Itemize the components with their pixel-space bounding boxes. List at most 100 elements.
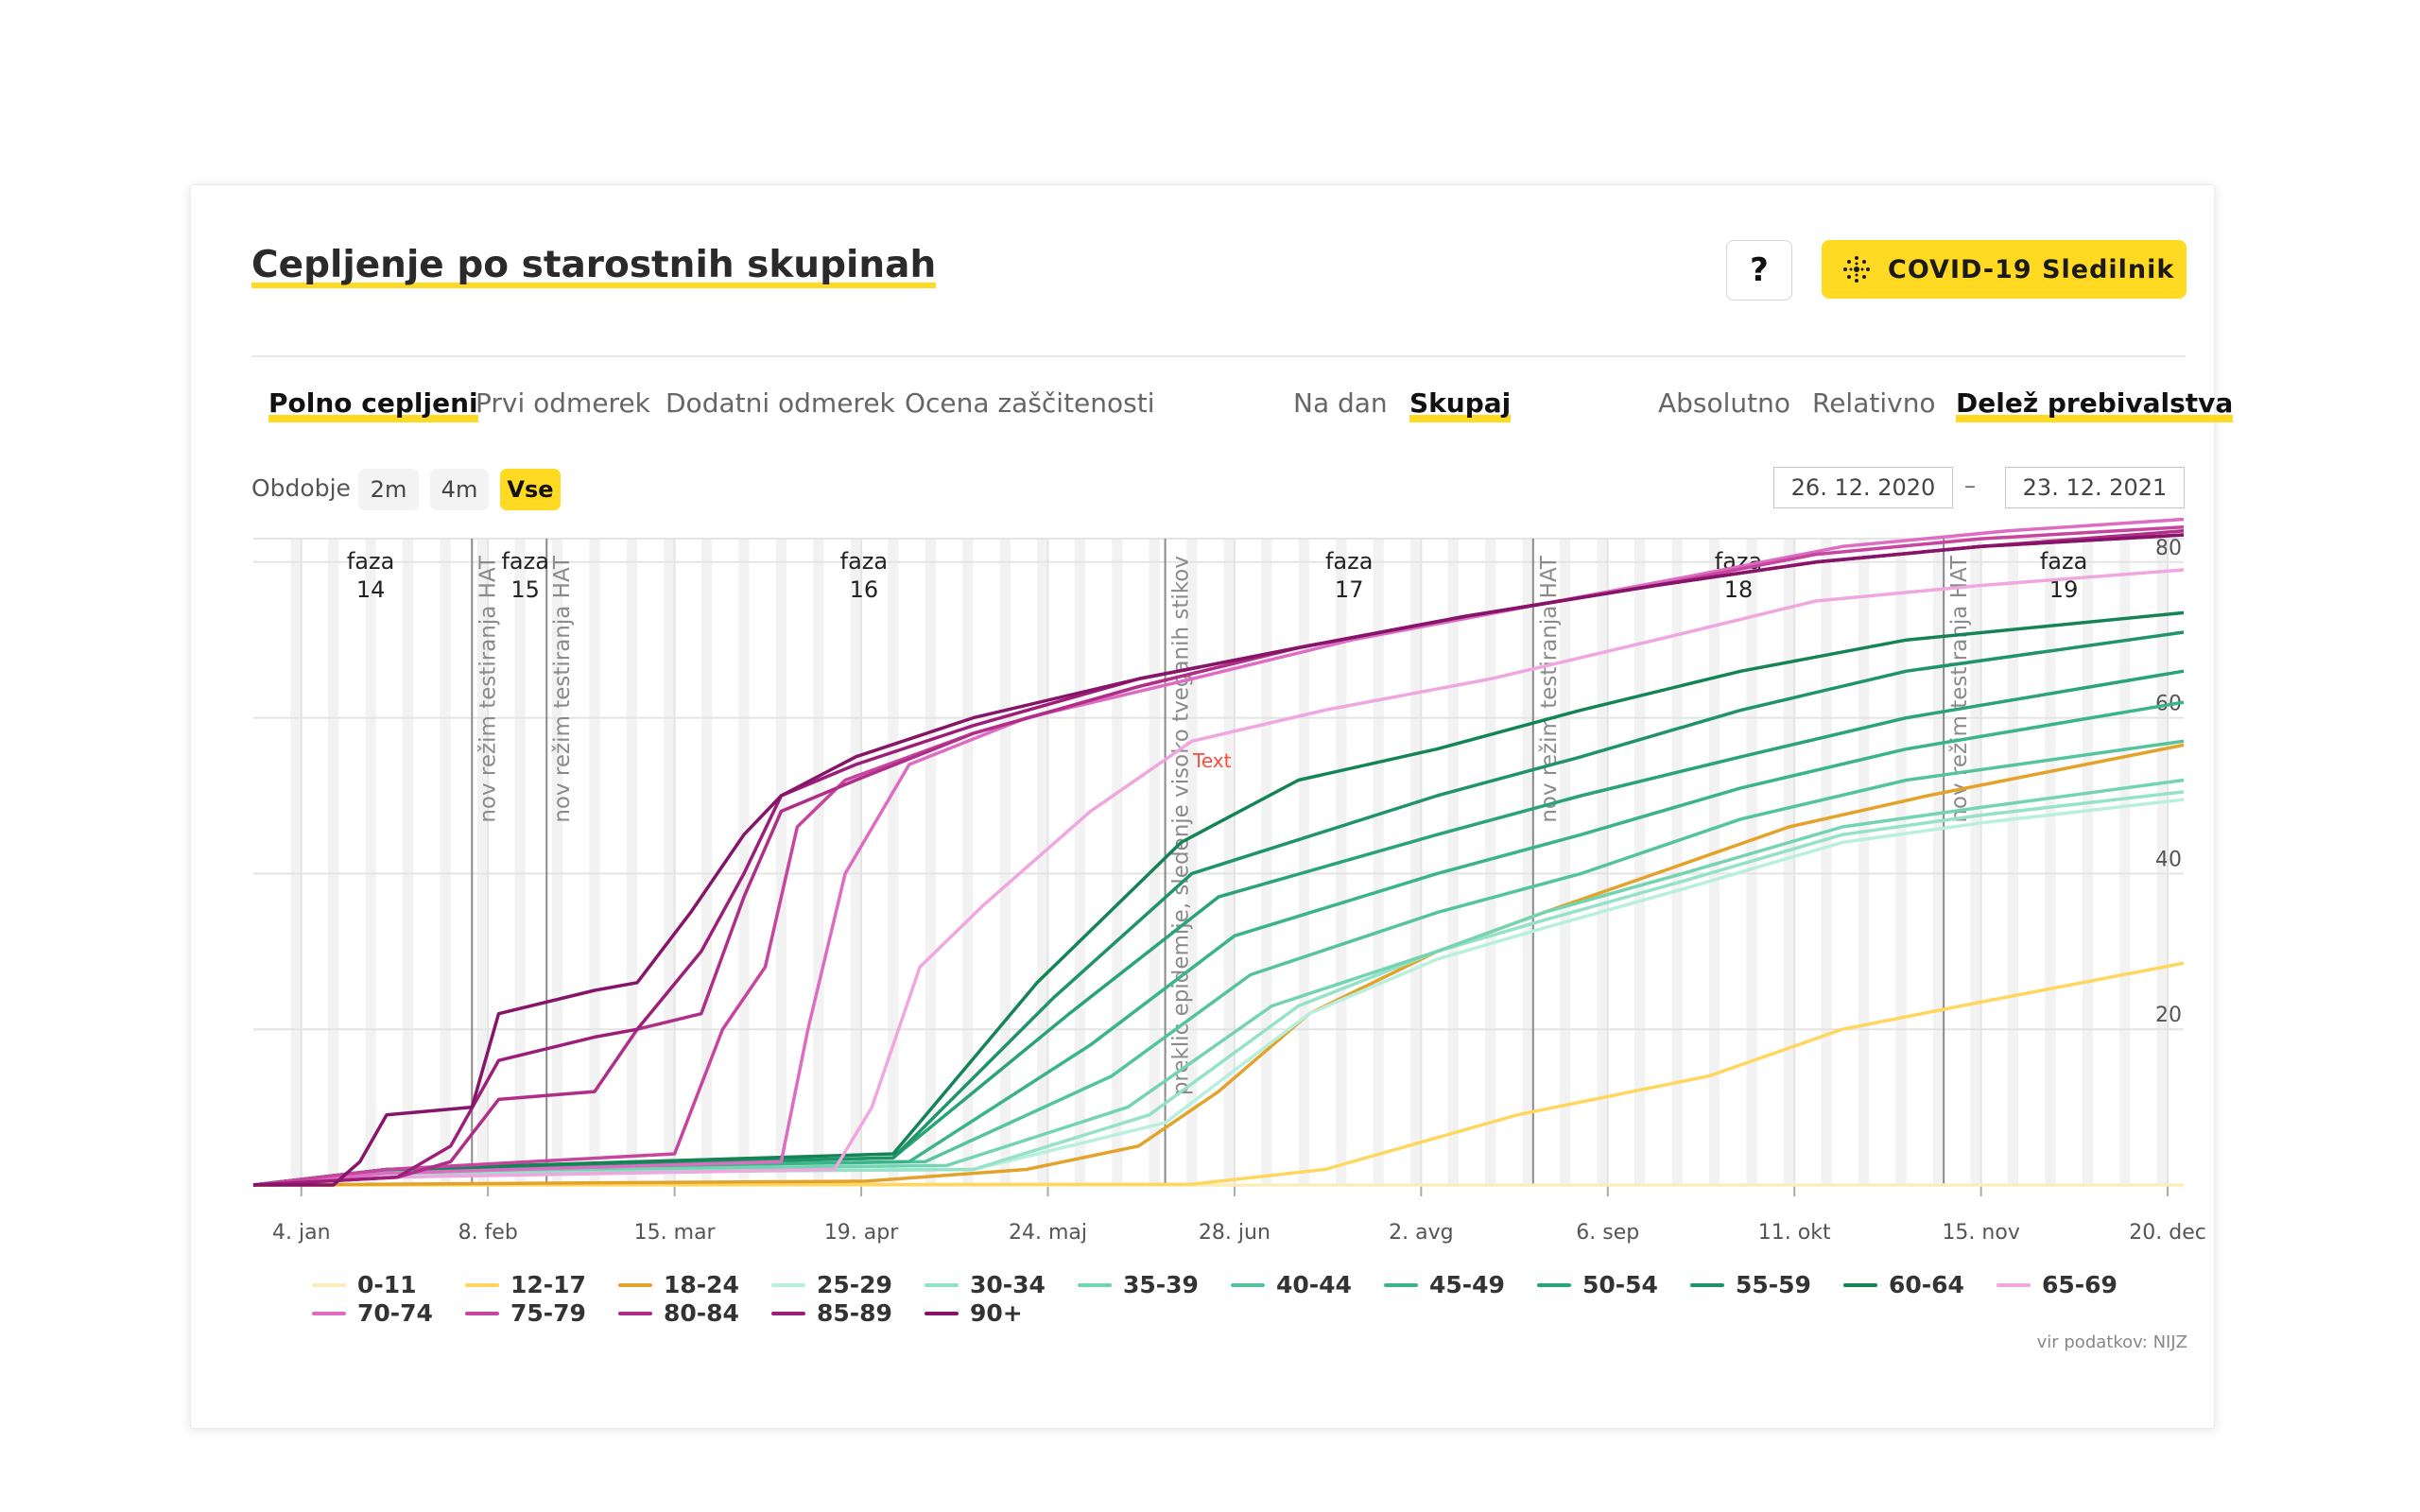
series-line-65-69 (252, 568, 2185, 1187)
weekend-band (589, 539, 600, 1185)
series-line-40-44 (252, 739, 2185, 1187)
weekend-band (925, 539, 937, 1185)
weekend-band (2045, 539, 2056, 1185)
weekend-band (2119, 539, 2131, 1185)
weekend-band (365, 539, 376, 1185)
legend-swatch (1996, 1282, 2031, 1287)
legend-swatch (771, 1282, 805, 1287)
period-2m-button[interactable]: 2m (358, 469, 419, 510)
weekend-band (700, 539, 713, 1185)
legend-item-0-11[interactable]: 0-11 (312, 1271, 417, 1298)
weekend-band (1298, 539, 1309, 1185)
legend-item-90+[interactable]: 90+ (925, 1299, 1023, 1327)
period-4m-button[interactable]: 4m (430, 469, 489, 510)
header-divider (251, 355, 2186, 357)
tab-prvi-odmerek[interactable]: Prvi odmerek (475, 387, 650, 419)
event-marker-label: preklic epidemije, sledenje visoko tvega… (1169, 556, 1194, 1095)
weekend-band (1708, 539, 1720, 1185)
date-to-input[interactable]: 23. 12. 2021 (2005, 467, 2185, 508)
legend-swatch (618, 1311, 652, 1315)
phase-label: faza (2040, 548, 2087, 575)
weekend-band (813, 539, 824, 1185)
weekend-band (962, 539, 974, 1185)
legend-item-30-34[interactable]: 30-34 (925, 1271, 1046, 1298)
legend-item-55-59[interactable]: 55-59 (1690, 1271, 1811, 1298)
series-line-30-34 (252, 790, 2185, 1187)
phase-label: faza (1325, 548, 1373, 575)
weekend-band (514, 539, 526, 1185)
weekend-band (1074, 539, 1085, 1185)
weekend-band (476, 539, 489, 1185)
weekend-band (2082, 539, 2094, 1185)
weekend-band (1932, 539, 1945, 1185)
series-line-70-74 (252, 517, 2185, 1187)
weekend-band (551, 539, 563, 1185)
weekend-band (440, 539, 451, 1185)
legend-label: 45-49 (1429, 1271, 1505, 1298)
weekend-bands (290, 539, 2169, 1185)
phase-label: faza (347, 548, 394, 575)
tab-polno-cepljeni[interactable]: Polno cepljeni (268, 387, 478, 422)
legend-swatch (312, 1311, 346, 1315)
legend-swatch (925, 1282, 959, 1287)
legend-item-80-84[interactable]: 80-84 (618, 1299, 739, 1327)
legend-item-60-64[interactable]: 60-64 (1843, 1271, 1964, 1298)
legend-swatch (312, 1282, 346, 1287)
legend-label: 25-29 (817, 1271, 892, 1298)
legend-item-65-69[interactable]: 65-69 (1996, 1271, 2118, 1298)
help-button[interactable]: ? (1726, 240, 1792, 301)
legend-label: 90+ (970, 1299, 1023, 1327)
sledilnik-button[interactable]: COVID-19 Sledilnik (1822, 240, 2187, 299)
sledilnik-label: COVID-19 Sledilnik (1888, 254, 2175, 284)
legend-item-85-89[interactable]: 85-89 (771, 1299, 892, 1327)
tab-delez-prebivalstva[interactable]: Delež prebivalstva (1956, 387, 2234, 422)
tab-relativno[interactable]: Relativno (1812, 387, 1936, 419)
legend-item-50-54[interactable]: 50-54 (1537, 1271, 1658, 1298)
phase-number: 16 (850, 576, 879, 603)
period-all-button[interactable]: Vse (500, 469, 561, 510)
legend-item-75-79[interactable]: 75-79 (465, 1299, 586, 1327)
legend-label: 55-59 (1736, 1271, 1811, 1298)
weekend-band (1634, 539, 1646, 1185)
x-tick-label: 19. apr (824, 1221, 899, 1245)
tab-dodatni-odmerek[interactable]: Dodatni odmerek (666, 387, 895, 419)
series-line-12-17 (252, 961, 2185, 1187)
weekend-band (1373, 539, 1384, 1185)
weekend-band (1671, 539, 1683, 1185)
legend-label: 70-74 (357, 1299, 433, 1327)
legend-label: 65-69 (2042, 1271, 2118, 1298)
date-from-input[interactable]: 26. 12. 2020 (1773, 467, 1953, 508)
legend-swatch (1078, 1282, 1112, 1287)
legend-label: 85-89 (817, 1299, 892, 1327)
x-tick-label: 11. okt (1758, 1221, 1831, 1245)
weekend-band (402, 539, 414, 1185)
event-marker-label: nov režim testiranja HAT (1537, 555, 1562, 823)
series-line-75-79 (252, 524, 2185, 1187)
x-tick-label: 2. avg (1389, 1221, 1453, 1245)
tab-absolutno[interactable]: Absolutno (1658, 387, 1791, 419)
tab-ocena-zascitenosti[interactable]: Ocena zaščitenosti (905, 387, 1155, 419)
tab-skupaj[interactable]: Skupaj (1409, 387, 1512, 422)
legend-label: 18-24 (664, 1271, 739, 1298)
legend-swatch (771, 1311, 805, 1315)
legend-item-45-49[interactable]: 45-49 (1384, 1271, 1505, 1298)
x-tick-label: 24. maj (1009, 1221, 1087, 1245)
tab-na-dan[interactable]: Na dan (1293, 387, 1388, 419)
x-tick-label: 8. feb (458, 1221, 518, 1245)
legend-item-25-29[interactable]: 25-29 (771, 1271, 892, 1298)
weekend-band (1597, 539, 1608, 1185)
series-line-60-64 (252, 610, 2185, 1187)
legend-item-35-39[interactable]: 35-39 (1078, 1271, 1199, 1298)
weekend-band (775, 539, 787, 1185)
legend-item-12-17[interactable]: 12-17 (465, 1271, 586, 1298)
legend-label: 75-79 (510, 1299, 586, 1327)
weekend-band (327, 539, 339, 1185)
weekend-band (1522, 539, 1533, 1185)
legend-item-40-44[interactable]: 40-44 (1231, 1271, 1352, 1298)
legend-item-18-24[interactable]: 18-24 (618, 1271, 739, 1298)
legend-swatch (1843, 1282, 1877, 1287)
data-source: vir podatkov: NIJZ (2036, 1332, 2187, 1352)
legend-item-70-74[interactable]: 70-74 (312, 1299, 433, 1327)
legend-label: 12-17 (510, 1271, 586, 1298)
legend-swatch (1231, 1282, 1265, 1287)
